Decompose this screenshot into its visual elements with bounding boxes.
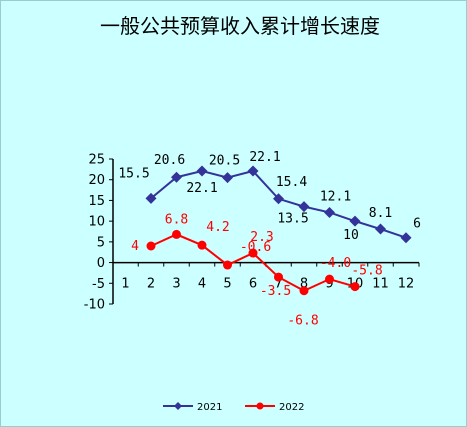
data-label-2021-3: 20.6: [154, 153, 185, 168]
data-label-2022-10: -5.8: [351, 264, 382, 279]
data-labels: 15.520.622.120.5 22.115.413.512.1108.1646…: [118, 150, 421, 329]
data-label-2021-7: 15.4: [276, 175, 307, 190]
point-2022-9: [325, 274, 334, 284]
data-label-2022-3: 6.8: [165, 212, 188, 227]
y-tick-label: 5: [97, 235, 105, 250]
point-2022-5: [223, 260, 232, 270]
data-label-2022-4: 4.2: [206, 220, 229, 235]
x-tick-label: 2: [147, 277, 155, 292]
data-label-2021-12: 6: [413, 217, 421, 232]
point-2022-8: [299, 286, 309, 296]
point-2021-8: [298, 201, 310, 213]
point-2021-3: [171, 171, 182, 183]
x-tick-label: 5: [223, 277, 231, 292]
point-2022-10: [350, 282, 360, 292]
data-label-2021-4: 22.1: [186, 181, 217, 196]
series-marks: [145, 165, 412, 296]
data-label-2021-10: 10: [343, 228, 359, 243]
x-tick-label: 4: [198, 277, 206, 292]
data-label-2022-6: 2.3: [250, 230, 273, 245]
point-2022-6: [248, 248, 258, 258]
point-2022-2: [146, 241, 156, 251]
data-label-2022-2: 4: [131, 239, 139, 254]
data-label-2022-7: -3.5: [260, 284, 291, 299]
legend-marker-2021: [174, 402, 182, 410]
data-label-2022-8: -6.8: [287, 314, 318, 329]
data-label-2021-11: 8.1: [369, 206, 392, 221]
point-2021-12: [400, 232, 412, 244]
x-tick-label: 11: [372, 277, 389, 292]
chart-title: 一般公共预算收入累计增长速度: [100, 14, 380, 38]
point-2021-6: [247, 165, 259, 177]
point-2022-7: [274, 272, 283, 282]
legend-label-2021: 2021: [197, 402, 222, 413]
data-label-2022-5: -0.6: [240, 240, 271, 255]
point-2021-7: [273, 193, 284, 205]
data-label-2021-9: 12.1: [320, 189, 351, 204]
y-tick-label: -10: [84, 298, 105, 313]
data-label-2021-2: 15.5: [118, 166, 149, 181]
legend: 2021 2022: [163, 402, 304, 413]
x-tick-label: 8: [300, 277, 308, 292]
legend-label-2022: 2022: [279, 402, 304, 413]
data-label-2021-6: 22.1: [249, 150, 280, 165]
point-2021-10: [349, 215, 361, 227]
x-tick-label: 7: [274, 277, 282, 292]
point-2021-4: [196, 165, 208, 177]
x-tick-label: 3: [172, 277, 180, 292]
point-2022-4: [197, 240, 207, 250]
legend-marker-2022: [256, 402, 264, 410]
data-label-2021-8: 13.5: [277, 212, 308, 227]
data-label-2022-9: -4.0: [320, 256, 351, 271]
point-2021-9: [324, 206, 335, 218]
y-tick-label: 0: [97, 256, 105, 271]
y-tick-label: 25: [88, 153, 105, 168]
y-tick-label: 15: [88, 194, 105, 209]
x-tick-label: 9: [325, 277, 333, 292]
x-tick-label: 12: [398, 277, 415, 292]
x-tick-label: 1: [121, 277, 129, 292]
data-label-2021-5: 20.5: [209, 154, 240, 169]
point-2022-3: [172, 229, 181, 239]
y-tick-label: 20: [88, 173, 105, 188]
point-2021-11: [375, 223, 386, 235]
point-2021-2: [145, 192, 157, 204]
x-tick-label: 6: [249, 277, 257, 292]
point-2021-5: [222, 172, 233, 184]
y-tick-label: 10: [88, 215, 105, 230]
y-tick-label: -5: [92, 277, 105, 292]
